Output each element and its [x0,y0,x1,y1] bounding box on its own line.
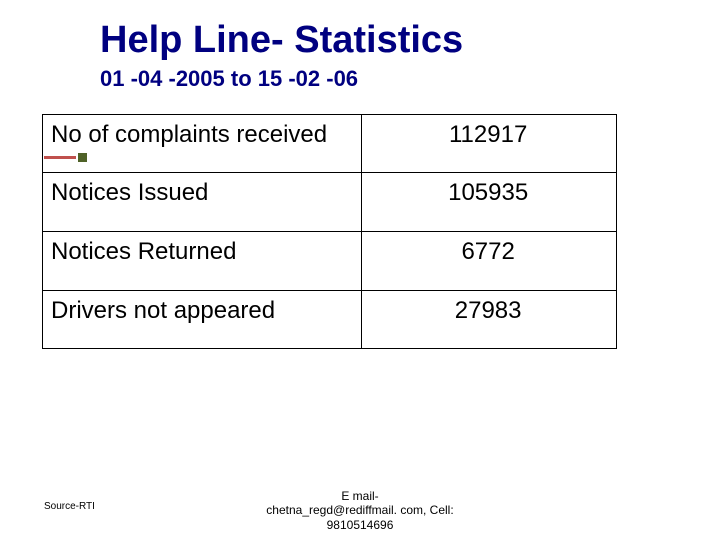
stat-label: Notices Returned [43,231,362,290]
accent-box-icon [78,153,87,162]
accent-line-icon [44,156,76,159]
stat-label: Drivers not appeared [43,290,362,349]
slide-title: Help Line- Statistics [100,20,672,62]
statistics-table: No of complaints received 112917 Notices… [42,114,617,349]
table-row: Notices Issued 105935 [43,173,617,232]
table-row: Drivers not appeared 27983 [43,290,617,349]
contact-line-1: E mail- [341,489,378,503]
stat-value: 105935 [362,173,617,232]
slide: Help Line- Statistics 01 -04 -2005 to 15… [0,0,720,540]
stat-value: 27983 [362,290,617,349]
table-row: Notices Returned 6772 [43,231,617,290]
stat-label: No of complaints received [43,114,362,173]
footer: Source-RTI E mail- chetna_regd@rediffmai… [0,486,720,534]
contact-block: E mail- chetna_regd@rediffmail. com, Cel… [0,489,720,532]
contact-line-3: 9810514696 [327,518,394,532]
table-row: No of complaints received 112917 [43,114,617,173]
stat-value: 112917 [362,114,617,173]
stat-value: 6772 [362,231,617,290]
slide-subtitle: 01 -04 -2005 to 15 -02 -06 [100,66,672,92]
contact-line-2: chetna_regd@rediffmail. com, Cell: [266,503,453,517]
stat-label: Notices Issued [43,173,362,232]
